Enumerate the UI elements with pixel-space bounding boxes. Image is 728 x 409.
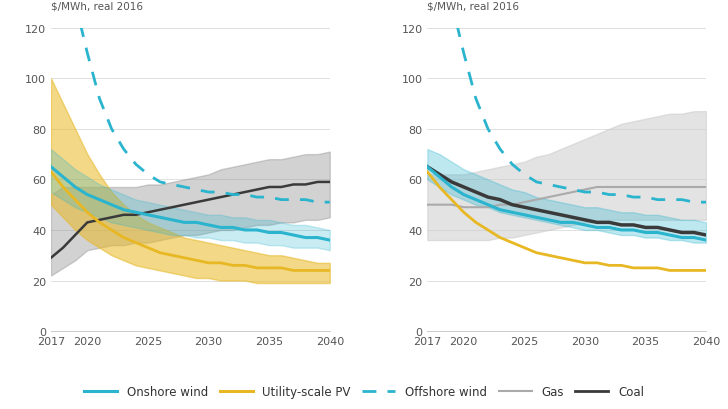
Legend: Onshore wind, Utility-scale PV, Offshore wind, Gas, Coal: Onshore wind, Utility-scale PV, Offshore… xyxy=(79,381,649,403)
Text: $/MWh, real 2016: $/MWh, real 2016 xyxy=(51,1,143,11)
Text: $/MWh, real 2016: $/MWh, real 2016 xyxy=(427,1,519,11)
